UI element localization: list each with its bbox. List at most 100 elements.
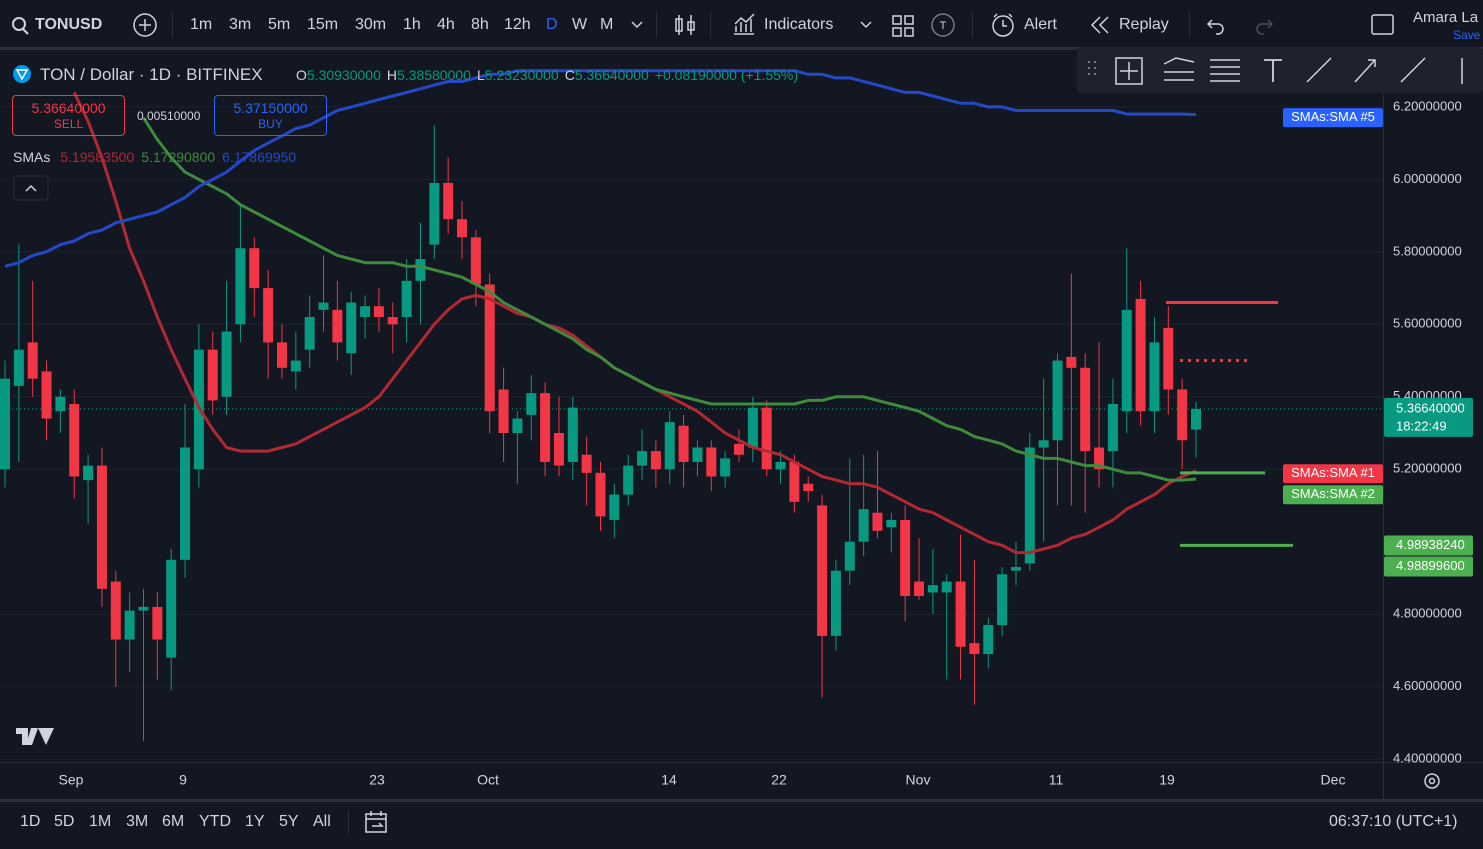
interval-button[interactable]: 5m — [268, 16, 291, 33]
drag-handle[interactable] — [1088, 61, 1096, 75]
range-button[interactable]: 3M — [126, 813, 149, 830]
interval-button[interactable]: 1h — [403, 16, 421, 33]
candle-body — [152, 606, 163, 640]
arrow-tool[interactable] — [1354, 59, 1376, 83]
alert-icon[interactable] — [992, 15, 1014, 37]
series-badge — [1283, 108, 1383, 128]
range-button[interactable]: 1D — [20, 813, 41, 830]
candle-body — [886, 519, 897, 528]
replay-icon[interactable] — [1090, 16, 1109, 34]
user-name[interactable]: Amara La — [1413, 9, 1479, 26]
sell-button[interactable]: 5.36640000 SELL — [12, 95, 125, 136]
layouts-icon[interactable] — [892, 15, 914, 37]
collapse-legend-button[interactable] — [13, 175, 49, 201]
undo-icon[interactable] — [1206, 19, 1224, 35]
candle-body — [83, 465, 94, 481]
interval-button[interactable]: 4h — [437, 16, 455, 33]
candle-body — [1024, 447, 1035, 564]
indicator-legend: SMAs 5.19583500 5.17290800 6.17869950 — [13, 148, 303, 166]
price-label: 4.98899600 — [1396, 558, 1465, 573]
series-badge-label: SMAs:SMA #5 — [1291, 109, 1375, 124]
goto-date-icon[interactable] — [365, 811, 387, 833]
chart-type-icon[interactable] — [675, 15, 695, 35]
search-icon[interactable] — [12, 17, 26, 31]
indicators-button[interactable]: Indicators — [764, 16, 834, 33]
symbol[interactable]: TONUSD — [35, 16, 103, 33]
candle-body — [263, 288, 274, 343]
candle-body — [858, 509, 869, 542]
candle-body — [1135, 298, 1146, 412]
interval-button[interactable]: 1m — [190, 16, 213, 33]
drawing-toolbar — [1077, 47, 1483, 93]
indicator-value: 5.19583500 — [60, 149, 135, 165]
buy-button[interactable]: 5.37150000 BUY — [214, 95, 327, 136]
indicators-dropdown[interactable] — [860, 21, 872, 29]
save-button[interactable]: Save — [1453, 28, 1481, 42]
candle-body — [747, 407, 758, 448]
ray-tool[interactable] — [1400, 57, 1426, 83]
ohlc-value: 5.36640000 — [574, 67, 649, 83]
candle-body — [540, 393, 551, 462]
compare-icon[interactable] — [133, 13, 157, 37]
crosshair-tool[interactable] — [1115, 57, 1143, 85]
interval-button[interactable]: 15m — [307, 16, 339, 33]
interval-dropdown[interactable] — [631, 21, 643, 29]
indicator-name[interactable]: SMAs — [13, 149, 51, 165]
trend-tool[interactable] — [1306, 57, 1332, 83]
compare-icon — [139, 19, 151, 31]
buy-label: BUY — [258, 117, 283, 131]
legend-ohlc: O5.30930000 H5.38580000 L5.23230000 C5.3664… — [296, 67, 798, 83]
candle-body — [0, 378, 10, 470]
candle-body — [941, 581, 952, 593]
range-button[interactable]: 1Y — [245, 813, 265, 830]
range-button[interactable]: 5Y — [279, 813, 299, 830]
candle-body — [55, 396, 66, 412]
settings-icon[interactable] — [1424, 773, 1440, 789]
candle-body — [817, 505, 828, 636]
ohlc-value: 5.23230000 — [484, 67, 559, 83]
candle-body — [1177, 389, 1188, 441]
sell-label: SELL — [53, 117, 84, 131]
ohlc-key: H — [386, 67, 397, 83]
ohlc-value: 5.38580000 — [396, 67, 471, 83]
range-button[interactable]: 6M — [162, 813, 185, 830]
spread: 0.00510000 — [137, 109, 201, 123]
indicators-icon[interactable] — [734, 13, 755, 35]
candle-body — [276, 342, 287, 368]
candle-body — [678, 425, 689, 462]
interval-button[interactable]: M — [600, 16, 614, 33]
series-badge — [1283, 464, 1383, 484]
sma-line — [4, 69, 1197, 268]
interval-button[interactable]: 12h — [504, 16, 531, 33]
range-button[interactable]: 5D — [54, 813, 75, 830]
lines-tool[interactable] — [1210, 59, 1240, 82]
range-button[interactable]: YTD — [199, 813, 231, 830]
fib-tool[interactable] — [1163, 57, 1195, 81]
fullscreen-icon[interactable] — [1371, 14, 1394, 35]
candle-body — [429, 182, 440, 245]
x-tick-label: Sep — [59, 772, 84, 788]
template-icon[interactable] — [931, 13, 955, 37]
series-badge-label: SMAs:SMA #1 — [1291, 465, 1375, 480]
text-tool[interactable] — [1264, 59, 1282, 82]
redo-icon[interactable] — [1256, 19, 1274, 35]
candle-body — [692, 447, 703, 462]
replay-button[interactable]: Replay — [1119, 16, 1169, 33]
interval-button[interactable]: W — [572, 16, 588, 33]
interval-button[interactable]: 3m — [229, 16, 252, 33]
interval-button[interactable]: D — [546, 16, 558, 33]
range-button[interactable]: 1M — [89, 813, 112, 830]
range-button[interactable]: All — [313, 813, 331, 830]
candle-body — [1038, 440, 1049, 448]
candle-body — [1191, 408, 1201, 430]
candle-body — [761, 407, 772, 470]
interval-button[interactable]: 30m — [355, 16, 387, 33]
clock[interactable]: 06:37:10 (UTC+1) — [1329, 813, 1458, 830]
candle-body — [512, 418, 523, 433]
buy-price: 5.37150000 — [233, 100, 308, 116]
alert-button[interactable]: Alert — [1024, 16, 1057, 33]
ohlc-key: L — [476, 67, 485, 83]
interval-button[interactable]: 8h — [471, 16, 489, 33]
